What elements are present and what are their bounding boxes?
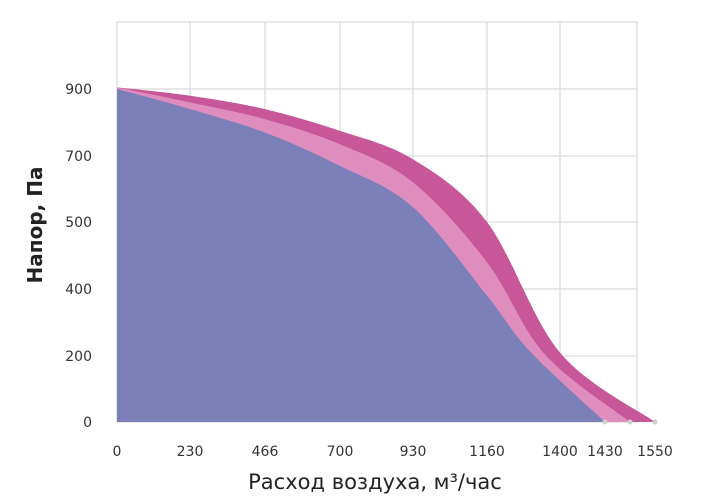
y-tick-label: 400 <box>65 282 92 298</box>
y-tick-label: 700 <box>65 149 92 165</box>
x-tick-label: 1550 <box>637 444 673 460</box>
x-tick-labels: 0 230 466 700 930 1160 1400 1430 1550 <box>113 444 673 460</box>
area-inner <box>117 89 605 422</box>
y-tick-label: 500 <box>65 215 92 231</box>
x-tick-label: 1400 <box>542 444 578 460</box>
x-tick-label: 0 <box>113 444 122 460</box>
x-tick-label: 700 <box>327 444 354 460</box>
plot-areas <box>117 87 658 425</box>
curve-end-marker <box>627 419 633 425</box>
y-tick-label: 900 <box>65 82 92 98</box>
curve-end-marker <box>652 419 658 425</box>
x-tick-label: 466 <box>252 444 279 460</box>
curve-end-marker <box>602 419 608 425</box>
x-axis-title: Расход воздуха, м³/час <box>248 470 502 494</box>
x-tick-label: 930 <box>400 444 427 460</box>
x-tick-label: 1430 <box>587 444 623 460</box>
x-tick-label: 1160 <box>469 444 505 460</box>
y-tick-label: 0 <box>83 415 92 431</box>
y-axis-title: Напор, Па <box>23 167 47 284</box>
y-tick-labels: 0 200 400 500 700 900 <box>65 82 92 431</box>
x-tick-label: 230 <box>177 444 204 460</box>
y-tick-label: 200 <box>65 349 92 365</box>
